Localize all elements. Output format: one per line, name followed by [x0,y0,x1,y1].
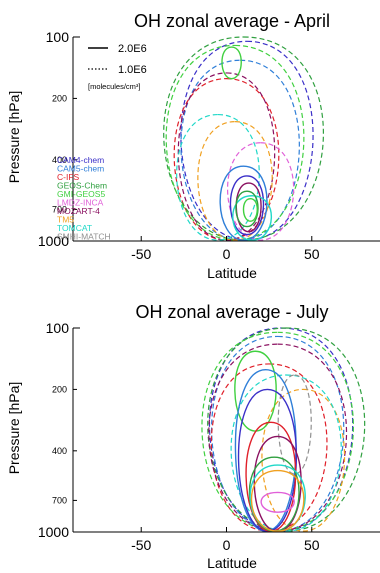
x-tick-label: 0 [223,246,231,262]
y-tick-label: 100 [46,320,70,336]
x-tick-label: 50 [304,246,320,262]
x-tick-label: 0 [223,537,231,553]
mozart-4-contour [235,182,262,233]
x-axis-label: Latitude [207,265,257,281]
x-axis-label: Latitude [207,555,257,571]
x-tick-label: 50 [304,537,320,553]
smhi-match-contour [277,374,312,475]
y-axis-label: Pressure [hPa] [6,382,22,475]
y-tick-label: 400 [52,155,67,165]
cam4-chem-contour [229,175,265,236]
model-legend-entry: SMHI-MATCH [57,232,111,242]
lmdz-inca-contour [260,491,295,513]
plot-axes [72,36,380,242]
cam5-chem-contour [180,59,300,241]
y-tick-label: 1000 [38,233,69,249]
y-axis-label: Pressure [hPa] [6,91,22,184]
panel-july: OH zonal average - July Latitude Pressur… [6,302,380,571]
contour-lines [163,36,324,241]
line-style-legend: 2.0E6 1.0E6 [molecules/cm³] [88,43,147,91]
model-legend-entry: CAM4-chem [57,155,104,165]
model-legend-entry: TM5 [57,215,74,225]
legend-solid-label: 2.0E6 [118,43,147,55]
x-tick-label: -50 [131,246,151,262]
model-legend-entry: C-IFS [57,172,80,182]
model-legend: CAM4-chem CAM5-chem C-IFS GEOS-Chem GMI-… [57,155,111,242]
y-tick-label: 200 [52,93,67,103]
model-legend-entry: GEOS-Chem [57,181,107,191]
model-legend-entry: CAM5-chem [57,164,104,174]
plot-axes [72,327,380,533]
tomcat-contour [176,113,260,241]
model-legend-entry: MOZART-4 [57,206,100,216]
gmi-geos5-contour [234,350,277,432]
panel-title: OH zonal average - April [134,11,330,31]
gmi-geos5-contour [242,197,258,222]
panel-april: OH zonal average - April Latitude Pressu… [6,11,380,281]
c-ifs-contour [173,78,280,241]
model-legend-entry: TOMCAT [57,223,92,233]
tick-labels: -50 0 50 100 1000 200 400 700 [38,29,320,262]
legend-dotted-label: 1.0E6 [118,64,147,76]
panel-title: OH zonal average - July [135,302,328,322]
y-tick-label: 200 [52,384,67,394]
y-tick-label: 400 [52,446,67,456]
geos-chem-contour [207,327,366,532]
mozart-4-contour [208,343,348,532]
cam5-chem-contour [219,165,268,241]
y-tick-label: 1000 [38,524,69,540]
y-tick-label: 100 [46,29,70,45]
legend-units: [molecules/cm³] [88,82,141,91]
lmdz-inca-contour [227,142,295,241]
tick-labels: -50 0 50 100 1000 200 400 700 [38,320,320,553]
model-legend-entry: LMDZ-INCA [57,198,104,208]
gmi-geos5-contour [221,46,242,80]
tm5-contour [197,121,273,241]
cam4-chem-contour [180,40,314,241]
x-tick-label: -50 [131,537,151,553]
contour-lines [201,327,366,532]
tomcat-contour [230,374,342,532]
y-tick-label: 700 [52,495,67,505]
geos-chem-contour [235,190,259,228]
y-tick-label: 700 [52,204,67,214]
model-legend-entry: GMI-GEOS5 [57,189,105,199]
tm5-contour [250,469,305,532]
